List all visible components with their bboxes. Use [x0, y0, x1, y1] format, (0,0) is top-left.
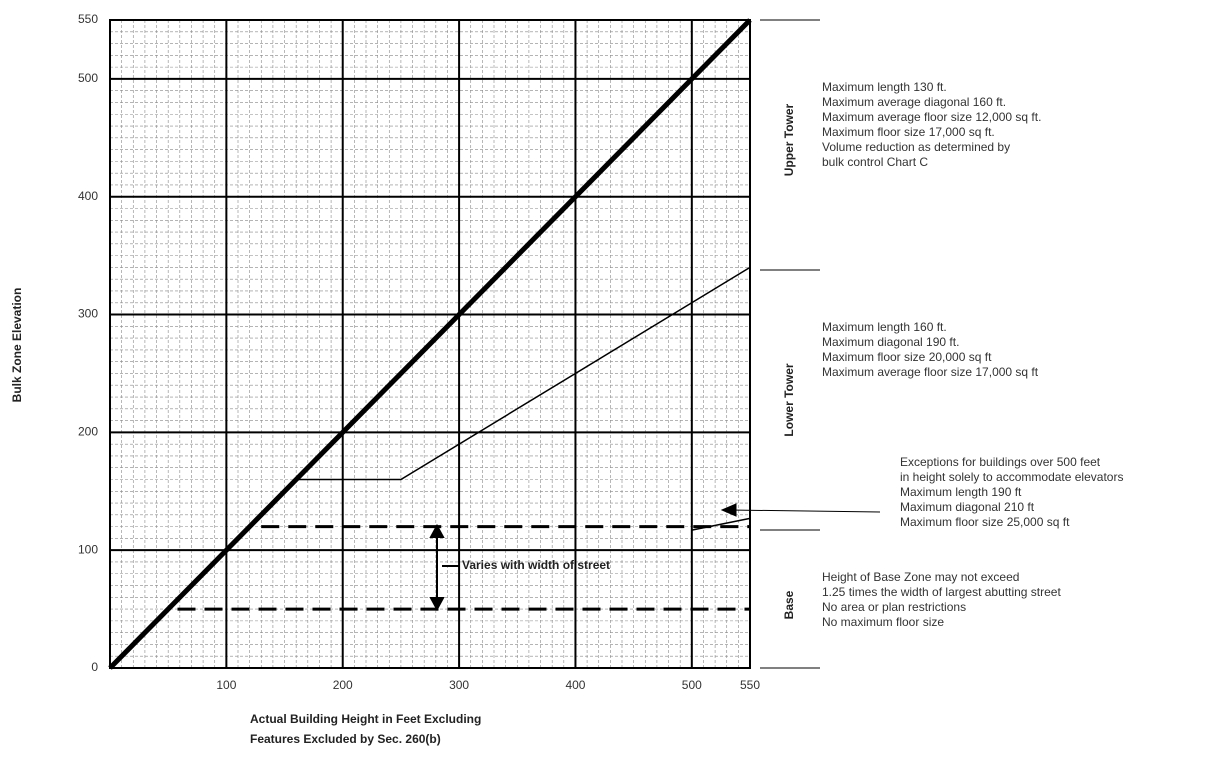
y-tick-label: 200 — [78, 425, 98, 439]
series-line — [691, 517, 751, 531]
zone-note: Exceptions for buildings over 500 feet — [900, 455, 1101, 469]
zone-label: Lower Tower — [782, 363, 796, 436]
y-tick-label: 0 — [91, 660, 98, 674]
series-line — [108, 18, 752, 670]
zone-note: Maximum average floor size 17,000 sq ft — [822, 365, 1039, 379]
x-axis-label: Features Excluded by Sec. 260(b) — [250, 732, 441, 746]
zone-label: Base — [782, 590, 796, 619]
zone-note: Maximum diagonal 210 ft — [900, 500, 1035, 514]
zone-note: Maximum length 130 ft. — [822, 80, 947, 94]
x-tick-label: 550 — [740, 678, 760, 692]
zone-note: Maximum floor size 17,000 sq ft. — [822, 125, 995, 139]
zone-note: No area or plan restrictions — [822, 600, 966, 614]
zone-note: Maximum diagonal 190 ft. — [822, 335, 959, 349]
street-arrow — [429, 523, 460, 612]
y-tick-label: 550 — [78, 12, 98, 26]
zone-note: bulk control Chart C — [822, 155, 928, 169]
y-tick-label: 400 — [78, 189, 98, 203]
zone-note: Maximum average floor size 12,000 sq ft. — [822, 110, 1041, 124]
zone-note: Height of Base Zone may not exceed — [822, 570, 1019, 584]
zone-label: Upper Tower — [782, 103, 796, 176]
x-tick-label: 200 — [333, 678, 353, 692]
zone-note: Maximum length 160 ft. — [822, 320, 947, 334]
x-tick-label: 500 — [682, 678, 702, 692]
y-tick-label: 500 — [78, 71, 98, 85]
street-note: Varies with width of street — [462, 558, 610, 572]
zone-note: Volume reduction as determined by — [822, 140, 1010, 154]
zone-note: Maximum floor size 25,000 sq ft — [900, 515, 1070, 529]
zone-note: Maximum floor size 20,000 sq ft — [822, 350, 992, 364]
zone-note: in height solely to accommodate elevator… — [900, 470, 1123, 484]
x-tick-label: 400 — [565, 678, 585, 692]
series-line — [296, 266, 751, 481]
y-tick-label: 300 — [78, 307, 98, 321]
zone-note: No maximum floor size — [822, 615, 944, 629]
y-axis-label: Bulk Zone Elevation — [10, 288, 24, 403]
x-axis-label: Actual Building Height in Feet Excluding — [250, 712, 481, 726]
x-tick-label: 100 — [216, 678, 236, 692]
zone-separators — [720, 19, 881, 669]
zone-note: Maximum average diagonal 160 ft. — [822, 95, 1006, 109]
y-tick-label: 100 — [78, 542, 98, 556]
zone-note: 1.25 times the width of largest abutting… — [822, 585, 1061, 599]
zone-note: Maximum length 190 ft — [900, 485, 1022, 499]
x-tick-label: 300 — [449, 678, 469, 692]
